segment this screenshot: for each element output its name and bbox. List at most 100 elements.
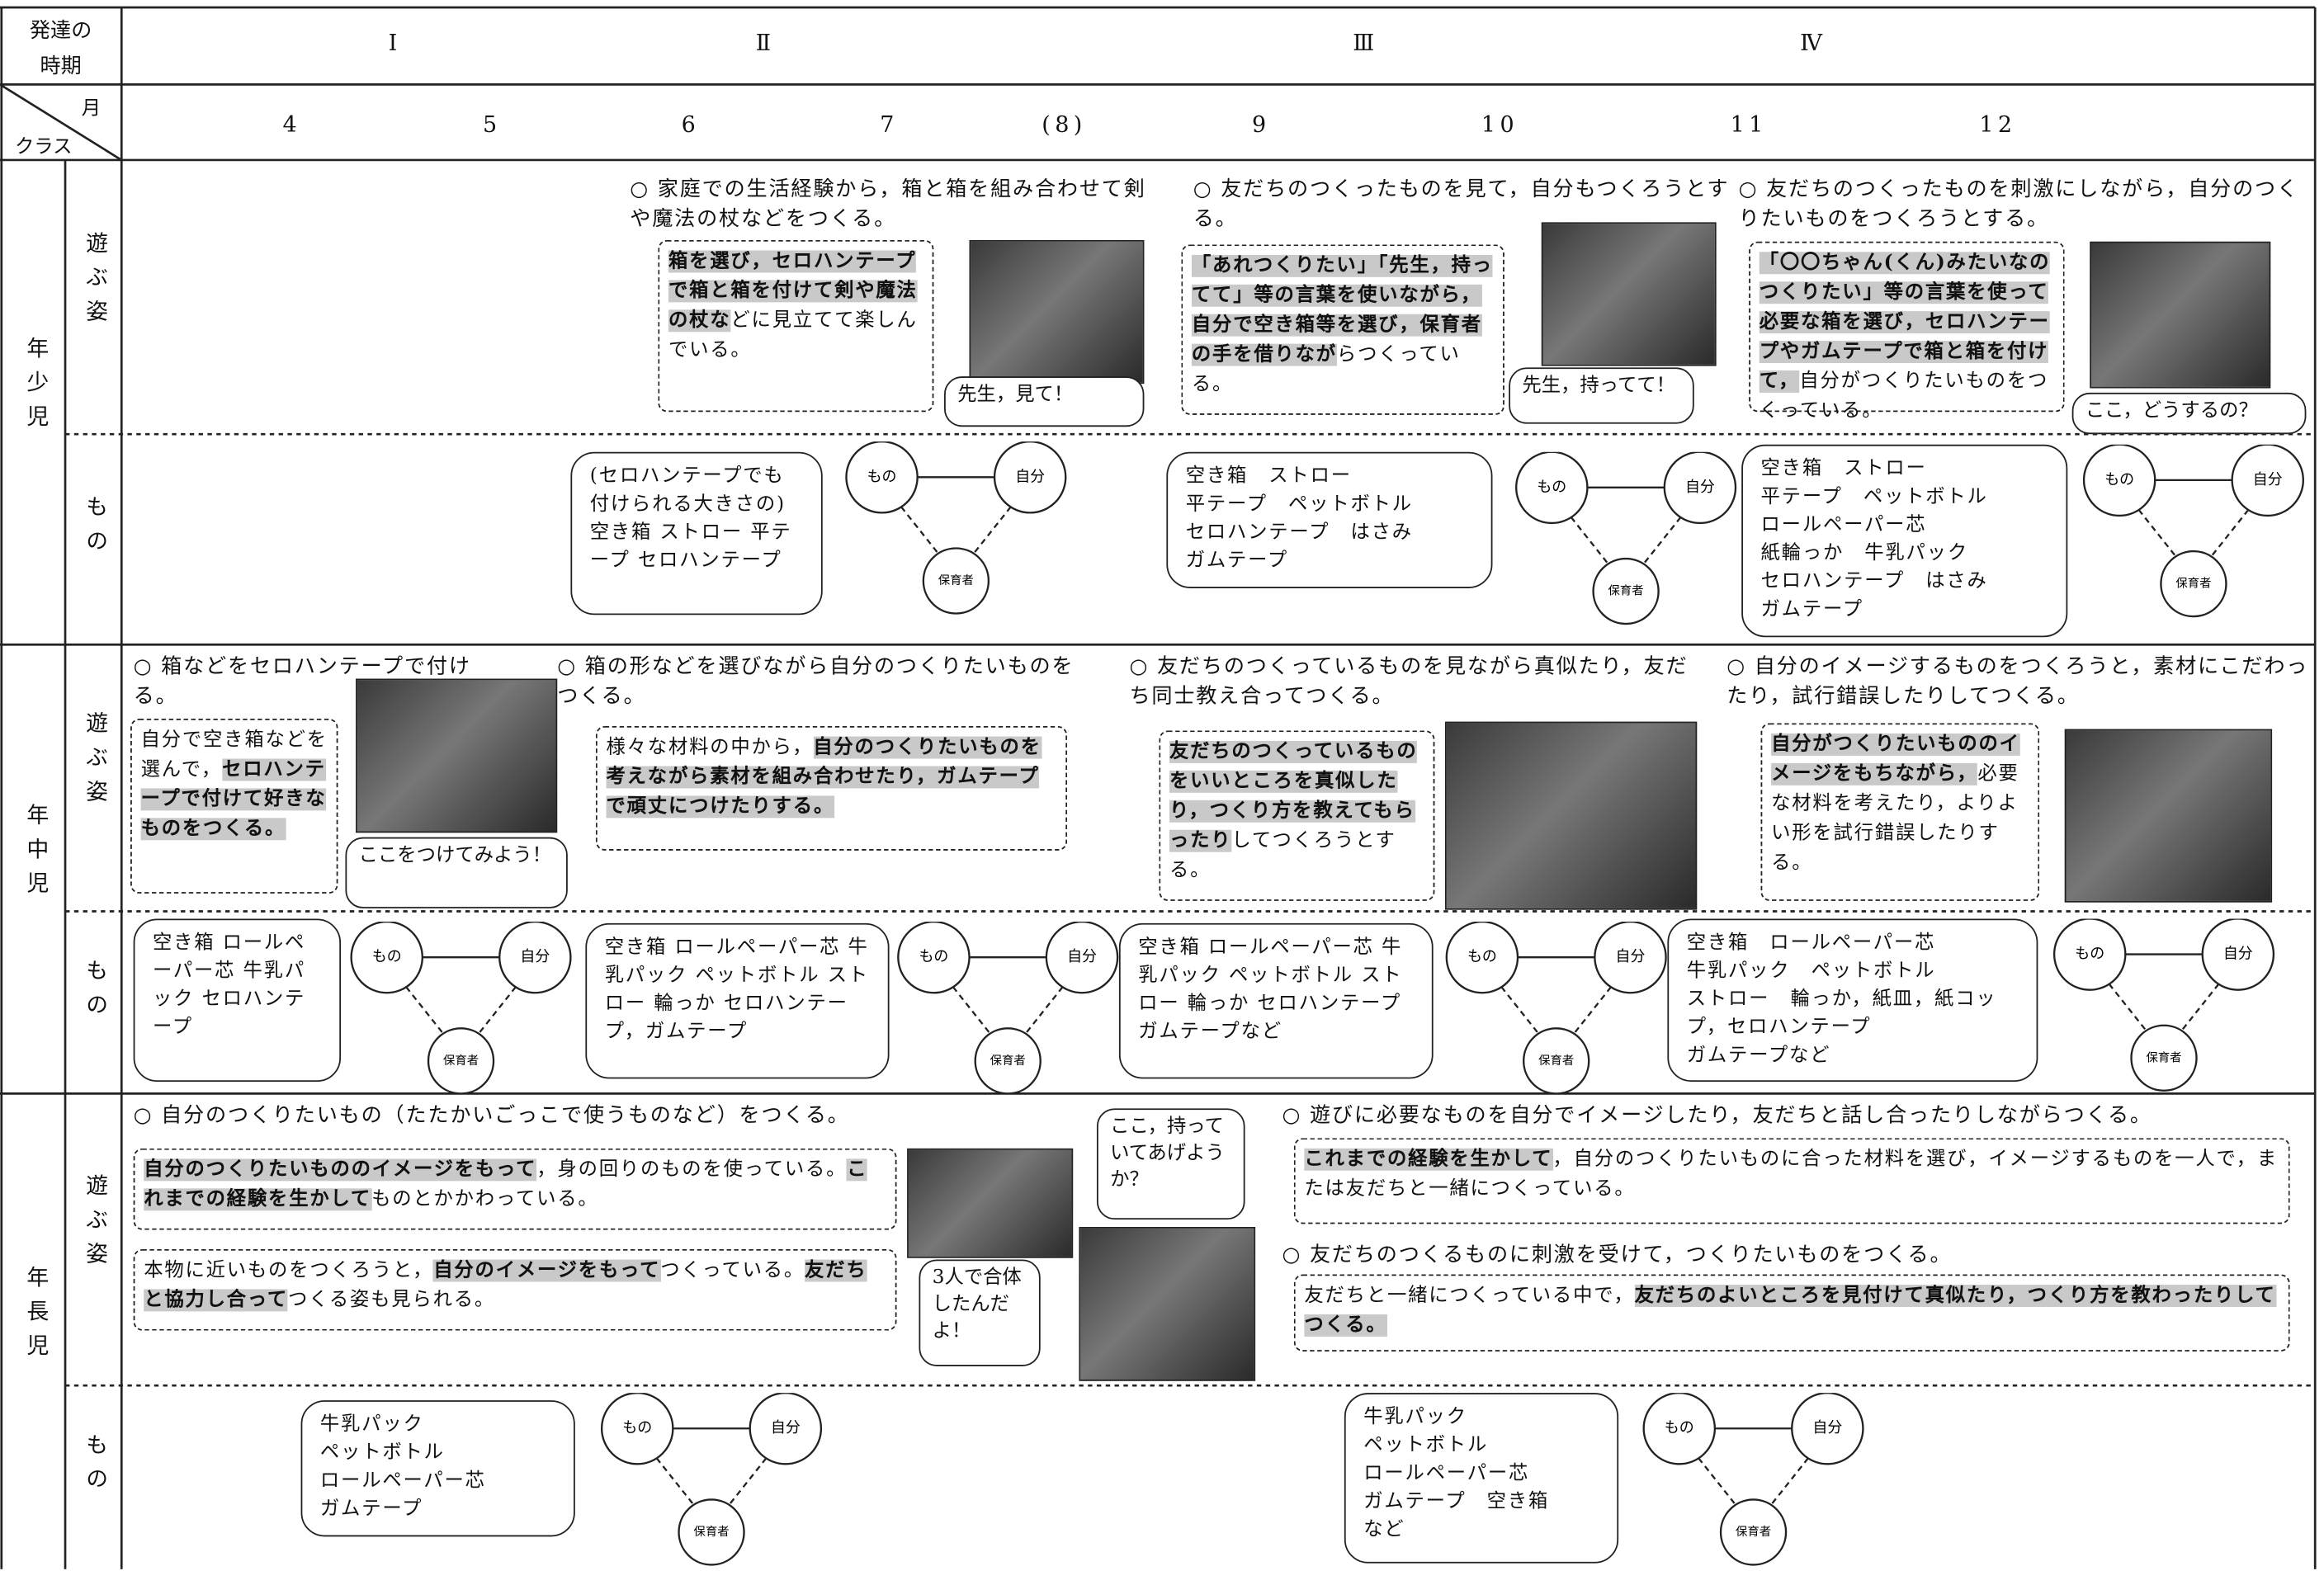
node-label: 自分 <box>1015 468 1045 485</box>
photo <box>356 678 558 833</box>
sub-label: もの <box>83 958 110 1026</box>
node-label: 保育者 <box>2146 1050 2181 1064</box>
node <box>2130 1024 2198 1092</box>
description: これまでの経験を生かして，自分のつくりたいものに合った材料を選び，イメージするも… <box>1293 1138 2290 1224</box>
description-text: 様々な材料の中から， <box>606 736 814 759</box>
speech-bubble: ここ，どうするの？ <box>2071 392 2307 435</box>
materials: 空き箱 ロールペーパー芯 牛乳パック ペットボトル ストロー 輪っか セロハンテ… <box>585 922 890 1079</box>
description-text: 必要な材料を考えたり，よりよい形を試行錯誤したりする。 <box>1771 762 2019 875</box>
photo <box>1079 1227 1256 1381</box>
node-label: もの <box>1537 479 1566 496</box>
node-label: もの <box>1665 1419 1694 1437</box>
node-label: 自分 <box>2223 946 2253 963</box>
link <box>1022 986 1064 1038</box>
node <box>427 1027 495 1095</box>
month: 9 <box>1252 111 1271 139</box>
description-text: 箱を選び，セロハンテープで箱と箱を付けて剣や魔法の杖な <box>668 250 918 333</box>
description-text: ものとかかわっている。 <box>371 1188 599 1211</box>
node-label: 保育者 <box>1608 584 1644 598</box>
goal: ○ 友だちのつくったものを刺激にしながら，自分のつくりたいものをつくろうとする。 <box>1738 177 2299 232</box>
goal: ○ 友だちのつくっているものを見ながら真似たり，友だち同士教え合ってつくる。 <box>1129 654 1689 709</box>
goal: ○ 自分のつくりたいもの（たたかいごっこで使うものなど）をつくる。 <box>133 1103 850 1128</box>
goal: ○ 箱などをセロハンテープで付ける。 <box>133 654 471 709</box>
node <box>1719 1498 1788 1566</box>
link <box>725 1457 768 1509</box>
node-label: 保育者 <box>990 1054 1026 1068</box>
description-text: 友だちと一緒につくっている中で， <box>1304 1285 1635 1307</box>
node-label: 自分 <box>1067 948 1097 965</box>
node-label: 保育者 <box>2175 577 2211 591</box>
speech-bubble: 先生，持ってて！ <box>1509 367 1694 424</box>
link <box>2108 983 2150 1036</box>
link <box>900 506 942 558</box>
description-text: ，自分のつくりたいものに合った材料を選び，イメージするものを一人で，または友だち… <box>1304 1148 2279 1201</box>
class-name: 年少児 <box>23 335 51 438</box>
description-text: つくっている。 <box>660 1259 805 1282</box>
node <box>350 922 423 994</box>
description: 友だちと一緒につくっている中で，友だちのよいところを見付けて真似たり，つくり方を… <box>1293 1274 2290 1352</box>
description: 様々な材料の中から，自分のつくりたいものを考えながら素材を組み合わせたり，ガムテ… <box>595 725 1068 851</box>
month: 11 <box>1730 111 1768 139</box>
link <box>1500 986 1542 1038</box>
materials: 空き箱 ストロー 平テープ ペットボトル ロールペーパー芯 紙輪っか 牛乳パック… <box>1741 444 2068 638</box>
node-label: 保育者 <box>938 573 974 587</box>
description-text: してつくろうとする。 <box>1169 829 1396 882</box>
month: 12 <box>1979 111 2017 139</box>
materials: 牛乳パック ペットボトル ロールペーパー芯 ガムテープ 空き箱 など <box>1344 1393 1619 1564</box>
month: 7 <box>880 111 899 139</box>
node <box>1791 1393 1864 1465</box>
node <box>1592 557 1660 625</box>
node <box>897 922 971 994</box>
node-label: もの <box>867 468 897 485</box>
goal: ○ 遊びに必要なものを自分でイメージしたり，友だちと話し合ったりしながらつくる。 <box>1282 1103 2152 1128</box>
goal: ○ 友だちのつくったものを見て，自分もつくろうとする。 <box>1193 177 1730 232</box>
link <box>405 986 447 1038</box>
node <box>498 922 572 994</box>
link <box>1570 517 1613 568</box>
class-name: 年中児 <box>23 802 51 905</box>
sub-label: もの <box>83 494 110 564</box>
node <box>1642 1393 1717 1465</box>
description: 自分で空き箱などを選んで，セロハンテープで付けて好きなものをつくる。 <box>130 719 338 894</box>
photo <box>2064 729 2273 903</box>
node <box>1445 922 1519 994</box>
node <box>1523 1027 1590 1095</box>
description: 本物に近いものをつくろうと，自分のイメージをもってつくっている。友だちと協力し合… <box>133 1248 897 1331</box>
materials: (セロハンテープでも付けられる大きさの)空き箱 ストロー 平テープ セロハンテー… <box>570 451 823 616</box>
link <box>970 506 1012 558</box>
node <box>1045 922 1119 994</box>
node-label: もの <box>372 948 402 965</box>
node <box>922 547 990 615</box>
node-label: 自分 <box>1616 948 1646 965</box>
node <box>749 1393 823 1465</box>
description-text: 自分のつくりたいものを考えながら素材を組み合わせたり，ガムテープで頑丈につけたり… <box>606 736 1042 819</box>
link <box>2207 509 2250 561</box>
description-text: どに見立てて楽しんでいる。 <box>668 309 918 362</box>
description-text: 自分がつくりたいものをつくっている。 <box>1759 370 2049 422</box>
node <box>600 1393 674 1465</box>
description: 「〇〇ちゃん(くん)みたいなのつくりたい」等の言葉を使って必要な箱を選び，セロハ… <box>1749 241 2065 422</box>
node-label: もの <box>1467 948 1497 965</box>
description-text: 自分で空き箱などを選んで， <box>140 729 328 781</box>
class-label: クラス <box>14 136 73 159</box>
description-text: 本物に近いものをつくろうと， <box>144 1259 434 1282</box>
node-label: 自分 <box>520 948 550 965</box>
photo <box>1541 222 1717 366</box>
node-label: 自分 <box>1685 479 1715 496</box>
link <box>952 986 994 1038</box>
description-text: つくる姿も見られる。 <box>288 1289 496 1312</box>
period-label: 発達の <box>29 19 92 44</box>
period: Ⅳ <box>1800 29 1823 57</box>
sub-label: 遊ぶ姿 <box>83 711 110 814</box>
node-label: 自分 <box>1812 1419 1842 1437</box>
month: (8) <box>1042 111 1087 139</box>
photo <box>907 1148 1074 1258</box>
link <box>655 1457 697 1509</box>
